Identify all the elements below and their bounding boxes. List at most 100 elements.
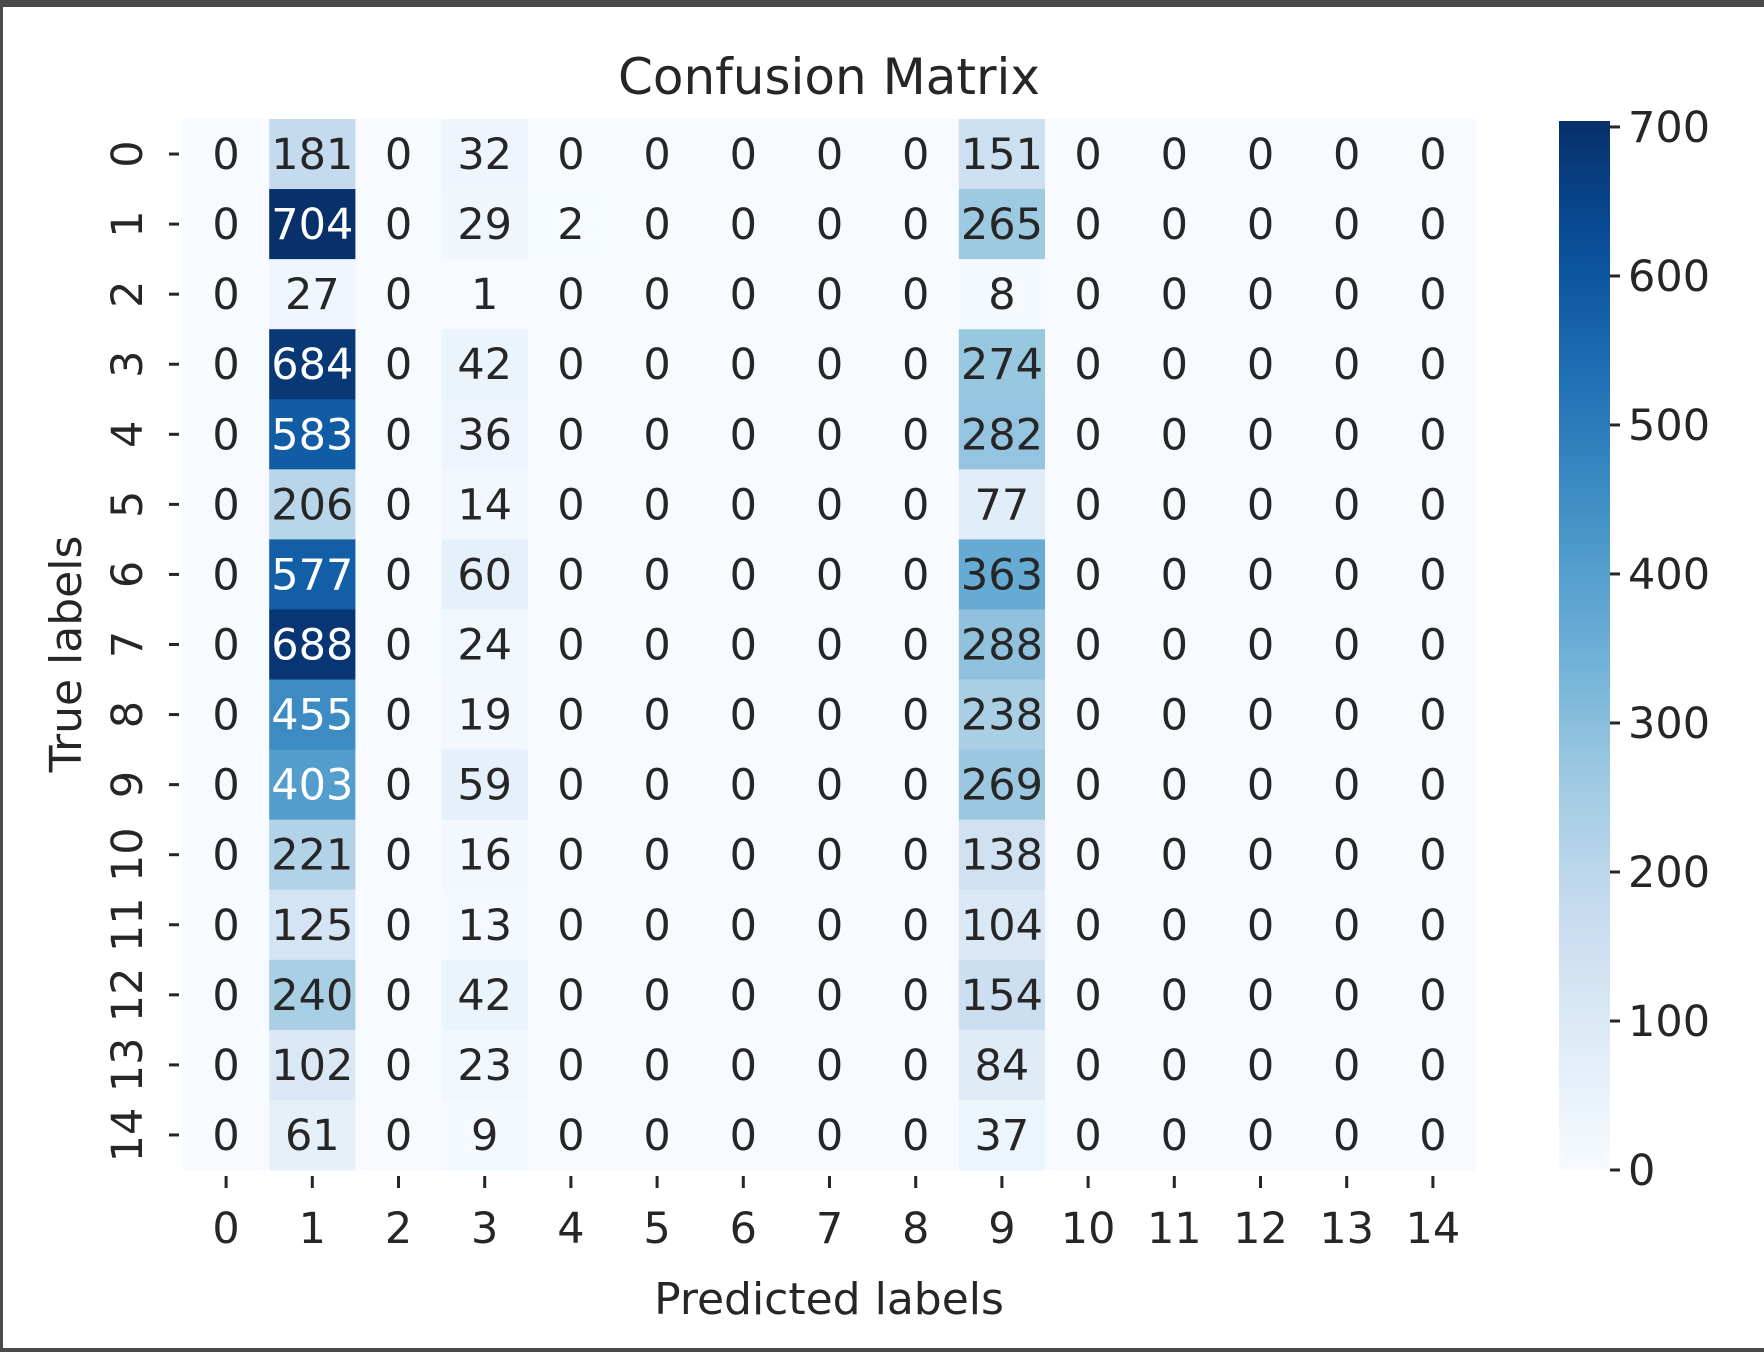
heatmap-cell bbox=[1303, 119, 1391, 190]
heatmap-cell bbox=[527, 469, 615, 540]
heatmap-cell bbox=[614, 259, 701, 330]
cell-value-label: 0 bbox=[643, 901, 670, 951]
cell-value-label: 0 bbox=[902, 410, 929, 460]
heatmap-cell bbox=[1389, 889, 1477, 961]
heatmap-cell bbox=[1131, 259, 1218, 330]
cell-value-label: 0 bbox=[730, 1041, 757, 1091]
heatmap-cell bbox=[614, 889, 701, 961]
cell-value-label: 0 bbox=[730, 621, 757, 671]
heatmap-cell bbox=[1045, 259, 1132, 330]
cell-value-label: 0 bbox=[385, 480, 412, 530]
heatmap-cell bbox=[1217, 259, 1305, 330]
heatmap-cell bbox=[1045, 399, 1132, 470]
heatmap-cell bbox=[1303, 889, 1391, 961]
heatmap-cell bbox=[958, 259, 1046, 330]
cell-value-label: 0 bbox=[385, 1041, 412, 1091]
cell-value-label: 0 bbox=[1333, 130, 1360, 180]
heatmap-cell bbox=[1217, 819, 1305, 891]
cell-value-label: 0 bbox=[1333, 971, 1360, 1021]
cell-value-label: 0 bbox=[730, 831, 757, 881]
colorbar-tick-label: 300 bbox=[1628, 699, 1710, 749]
heatmap-cell bbox=[441, 959, 529, 1031]
cell-value-label: 0 bbox=[730, 410, 757, 460]
heatmap-cell bbox=[958, 189, 1046, 260]
cell-value-label: 0 bbox=[1161, 761, 1188, 811]
cell-value-label: 0 bbox=[1333, 1041, 1360, 1091]
heatmap-cell bbox=[1131, 1029, 1218, 1101]
heatmap-cell bbox=[1389, 959, 1477, 1031]
cell-value-label: 0 bbox=[1074, 270, 1101, 320]
heatmap-cell bbox=[1389, 609, 1477, 681]
cell-value-label: 0 bbox=[643, 270, 670, 320]
heatmap-cell bbox=[1389, 329, 1477, 400]
cell-value-label: 0 bbox=[557, 340, 584, 390]
heatmap-cell bbox=[1131, 469, 1218, 540]
y-tick-label: 8 bbox=[103, 701, 153, 728]
cell-value-label: 0 bbox=[643, 831, 670, 881]
heatmap-cell bbox=[441, 399, 529, 470]
heatmap-cell bbox=[1045, 469, 1132, 540]
cell-value-label: 61 bbox=[285, 1111, 340, 1161]
heatmap-cell bbox=[614, 469, 701, 540]
heatmap-cell bbox=[269, 749, 356, 821]
heatmap-cell bbox=[269, 819, 356, 891]
cell-value-label: 0 bbox=[1074, 761, 1101, 811]
heatmap-cell bbox=[527, 189, 615, 260]
heatmap-cell bbox=[786, 539, 874, 611]
heatmap-cell bbox=[269, 959, 356, 1031]
heatmap-cell bbox=[1389, 539, 1477, 611]
cell-value-label: 238 bbox=[961, 691, 1043, 741]
heatmap-cell bbox=[1217, 119, 1305, 190]
cell-value-label: 42 bbox=[457, 340, 512, 390]
cell-value-label: 0 bbox=[1074, 480, 1101, 530]
heatmap-cell bbox=[183, 959, 270, 1031]
heatmap-cell bbox=[872, 609, 960, 681]
y-tick-label: 0 bbox=[103, 140, 153, 167]
cell-value-label: 0 bbox=[816, 480, 843, 530]
cell-value-label: 0 bbox=[730, 130, 757, 180]
cell-value-label: 0 bbox=[730, 761, 757, 811]
cell-value-label: 32 bbox=[457, 130, 512, 180]
cell-value-label: 0 bbox=[1419, 761, 1446, 811]
heatmap-cell bbox=[527, 889, 615, 961]
cell-value-label: 0 bbox=[1333, 200, 1360, 250]
cell-value-label: 0 bbox=[1247, 550, 1274, 600]
x-tick-label: 1 bbox=[299, 1204, 326, 1254]
y-tick-label: 10 bbox=[103, 827, 153, 882]
cell-value-label: 688 bbox=[271, 621, 353, 671]
cell-value-label: 0 bbox=[643, 410, 670, 460]
cell-value-label: 0 bbox=[1074, 831, 1101, 881]
cell-value-label: 0 bbox=[1419, 340, 1446, 390]
heatmap-cell bbox=[1217, 959, 1305, 1031]
cell-value-label: 0 bbox=[212, 1111, 239, 1161]
cell-value-label: 0 bbox=[816, 270, 843, 320]
cell-value-label: 0 bbox=[557, 1111, 584, 1161]
cell-value-label: 0 bbox=[816, 621, 843, 671]
cell-value-label: 0 bbox=[1333, 761, 1360, 811]
heatmap-cell bbox=[700, 1029, 787, 1101]
heatmap-cell bbox=[269, 399, 356, 470]
cell-value-label: 0 bbox=[385, 901, 412, 951]
heatmap-cell bbox=[1045, 819, 1132, 891]
heatmap-cell bbox=[1389, 119, 1477, 190]
heatmap-cell bbox=[958, 399, 1046, 470]
heatmap-cell bbox=[786, 469, 874, 540]
cell-value-label: 0 bbox=[730, 1111, 757, 1161]
cell-value-label: 0 bbox=[1419, 550, 1446, 600]
cell-value-label: 0 bbox=[816, 971, 843, 1021]
x-tick-label: 2 bbox=[385, 1204, 412, 1254]
cell-value-label: 206 bbox=[271, 480, 353, 530]
cell-value-label: 0 bbox=[730, 480, 757, 530]
heatmap-cell bbox=[1045, 959, 1132, 1031]
heatmap-cell bbox=[1389, 469, 1477, 540]
cell-value-label: 0 bbox=[643, 550, 670, 600]
cell-value-label: 0 bbox=[816, 1111, 843, 1161]
cell-value-label: 0 bbox=[385, 550, 412, 600]
cell-value-label: 0 bbox=[385, 340, 412, 390]
heatmap-cell bbox=[1389, 679, 1477, 751]
heatmap-cell bbox=[614, 679, 701, 751]
heatmap-cell bbox=[269, 609, 356, 681]
y-tick-label: 12 bbox=[103, 967, 153, 1022]
heatmap-cell bbox=[786, 189, 874, 260]
cell-value-label: 0 bbox=[557, 971, 584, 1021]
